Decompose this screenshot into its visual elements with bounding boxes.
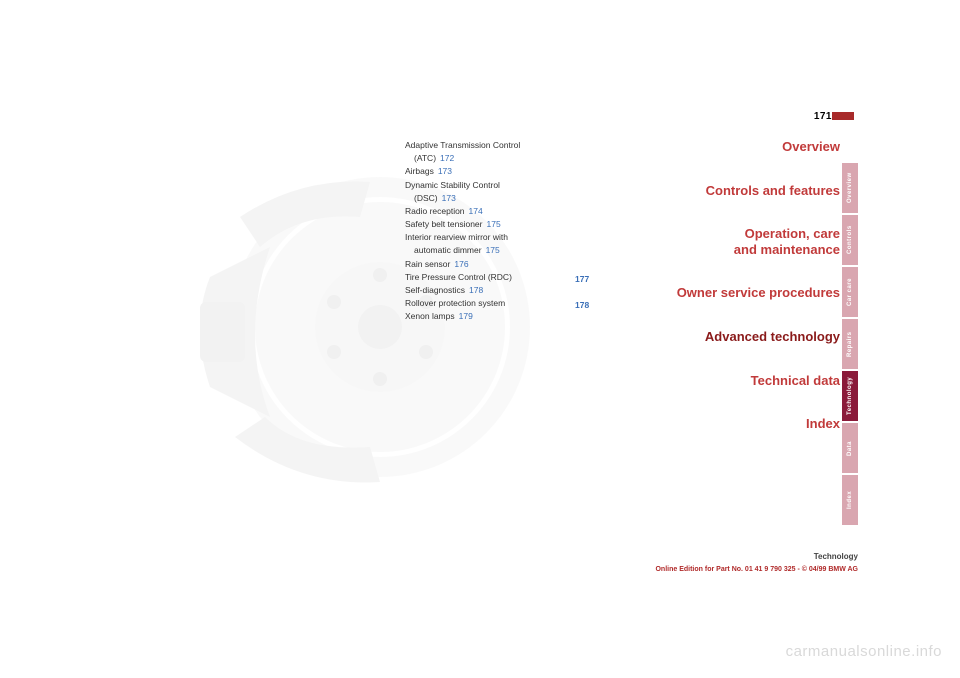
toc-page-link[interactable]: 176 xyxy=(454,259,468,269)
toc-page-link[interactable]: 179 xyxy=(459,311,473,321)
toc-entry: Safety belt tensioner 175 xyxy=(405,218,605,231)
section-heading[interactable]: Technical data xyxy=(620,373,840,389)
toc-entry: Adaptive Transmission Control xyxy=(405,139,605,152)
side-tab[interactable]: Repairs xyxy=(842,319,858,369)
toc-page-link[interactable]: 178 xyxy=(575,299,589,312)
watermark: carmanualsonline.info xyxy=(786,643,942,660)
page-number: 171 xyxy=(814,111,832,122)
toc-entry: Airbags 173 xyxy=(405,165,605,178)
toc-text: Self-diagnostics xyxy=(405,285,465,295)
toc-page-link[interactable]: 173 xyxy=(442,193,456,203)
toc-text: (ATC) xyxy=(414,153,436,163)
section-heading[interactable]: Operation, careand maintenance xyxy=(620,226,840,257)
side-tab[interactable]: Car care xyxy=(842,267,858,317)
section-heading[interactable]: Advanced technology xyxy=(620,329,840,345)
toc-page-link[interactable]: 178 xyxy=(469,285,483,295)
footer-section-title: Technology xyxy=(814,552,858,561)
section-heading[interactable]: Owner service procedures xyxy=(620,285,840,301)
toc-text: Rain sensor xyxy=(405,259,450,269)
toc-entry: Radio reception 174 xyxy=(405,205,605,218)
side-tab[interactable]: Controls xyxy=(842,215,858,265)
toc-page-link[interactable]: 175 xyxy=(487,219,501,229)
toc-text: Tire Pressure Control (RDC) xyxy=(405,272,512,282)
side-tab[interactable]: Data xyxy=(842,423,858,473)
toc-text: Rollover protection system xyxy=(405,298,505,308)
toc-text: automatic dimmer xyxy=(414,245,482,255)
footer-edition-line: Online Edition for Part No. 01 41 9 790 … xyxy=(655,566,858,573)
toc-page-link[interactable]: 174 xyxy=(469,206,483,216)
table-of-contents: Adaptive Transmission Control (ATC) 172 Air… xyxy=(405,139,605,323)
side-tab[interactable]: Overview xyxy=(842,163,858,213)
toc-text: (DSC) xyxy=(414,193,438,203)
toc-text: Airbags xyxy=(405,166,434,176)
toc-entry: Xenon lamps 179 xyxy=(405,310,605,323)
toc-entry: automatic dimmer 175 xyxy=(405,244,605,257)
section-heading[interactable]: Overview xyxy=(620,139,840,155)
section-heading[interactable]: Index xyxy=(620,416,840,432)
toc-page-link[interactable]: 177 xyxy=(575,273,589,286)
page-number-bar xyxy=(832,112,854,120)
toc-page-link[interactable]: 175 xyxy=(486,245,500,255)
toc-text: Interior rearview mirror with xyxy=(405,232,508,242)
toc-entry: Interior rearview mirror with xyxy=(405,231,605,244)
toc-text: Xenon lamps xyxy=(405,311,455,321)
section-headings: Overview Controls and features Operation, … xyxy=(620,139,840,460)
toc-page-link[interactable]: 172 xyxy=(440,153,454,163)
section-heading[interactable]: Controls and features xyxy=(620,183,840,199)
side-tabs: Overview Controls Car care Repairs Technolog… xyxy=(842,163,858,527)
toc-text: Safety belt tensioner xyxy=(405,219,483,229)
toc-entry: (ATC) 172 xyxy=(405,152,605,165)
manual-page: 171 Adaptive Transmission Control(ATC)17… xyxy=(180,115,830,535)
toc-text: Adaptive Transmission Control xyxy=(405,140,520,150)
toc-entry: (DSC) 173 xyxy=(405,192,605,205)
toc-text: Dynamic Stability Control xyxy=(405,180,500,190)
side-tab[interactable]: Index xyxy=(842,475,858,525)
side-tab[interactable]: Technology xyxy=(842,371,858,421)
toc-text: Radio reception xyxy=(405,206,465,216)
toc-entry: Rain sensor 176 xyxy=(405,258,605,271)
toc-page-link[interactable]: 173 xyxy=(438,166,452,176)
toc-entry: Dynamic Stability Control xyxy=(405,179,605,192)
